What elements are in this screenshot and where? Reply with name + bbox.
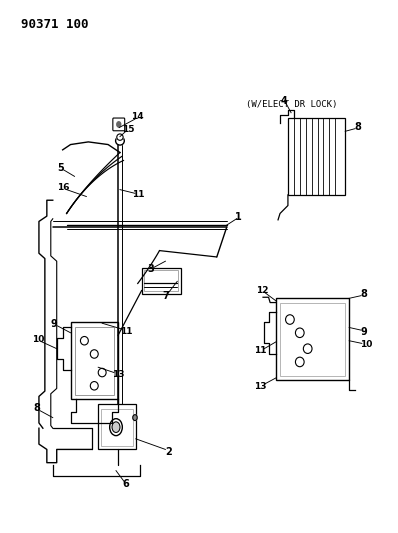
Ellipse shape (117, 134, 123, 140)
Bar (98, 405, 136, 449)
Text: 9: 9 (361, 327, 368, 337)
Ellipse shape (133, 415, 137, 421)
Ellipse shape (117, 122, 121, 127)
Bar (144, 270, 178, 292)
Text: 16: 16 (57, 183, 69, 192)
Bar (280, 303, 345, 376)
Text: 8: 8 (33, 403, 40, 413)
Text: 5: 5 (57, 163, 64, 173)
Text: 6: 6 (123, 479, 129, 489)
Text: 14: 14 (131, 112, 144, 122)
Text: 9: 9 (51, 319, 58, 329)
Text: 10: 10 (32, 335, 44, 344)
Text: 12: 12 (256, 286, 269, 295)
Bar (142, 268, 181, 294)
Text: 8: 8 (355, 122, 361, 132)
Text: 11: 11 (132, 190, 145, 199)
Text: (W/ELECT DR LOCK): (W/ELECT DR LOCK) (246, 100, 338, 109)
Text: 2: 2 (165, 447, 172, 457)
Text: 15: 15 (123, 125, 135, 134)
Text: 13: 13 (254, 382, 267, 391)
Bar (288, 118, 345, 195)
Text: 4: 4 (281, 96, 287, 106)
Text: 7: 7 (162, 290, 169, 301)
FancyBboxPatch shape (113, 118, 125, 131)
Bar (276, 298, 349, 381)
Text: 3: 3 (147, 264, 154, 274)
Bar (70, 322, 118, 399)
Text: 1: 1 (235, 212, 242, 222)
Text: 8: 8 (360, 289, 367, 299)
Bar (74, 327, 114, 395)
Text: 13: 13 (112, 370, 125, 379)
Text: 11: 11 (120, 327, 132, 336)
Text: 90371 100: 90371 100 (21, 18, 89, 31)
Ellipse shape (112, 422, 120, 432)
Text: 11: 11 (254, 346, 267, 356)
Bar (101, 409, 133, 446)
Text: 10: 10 (360, 341, 372, 350)
